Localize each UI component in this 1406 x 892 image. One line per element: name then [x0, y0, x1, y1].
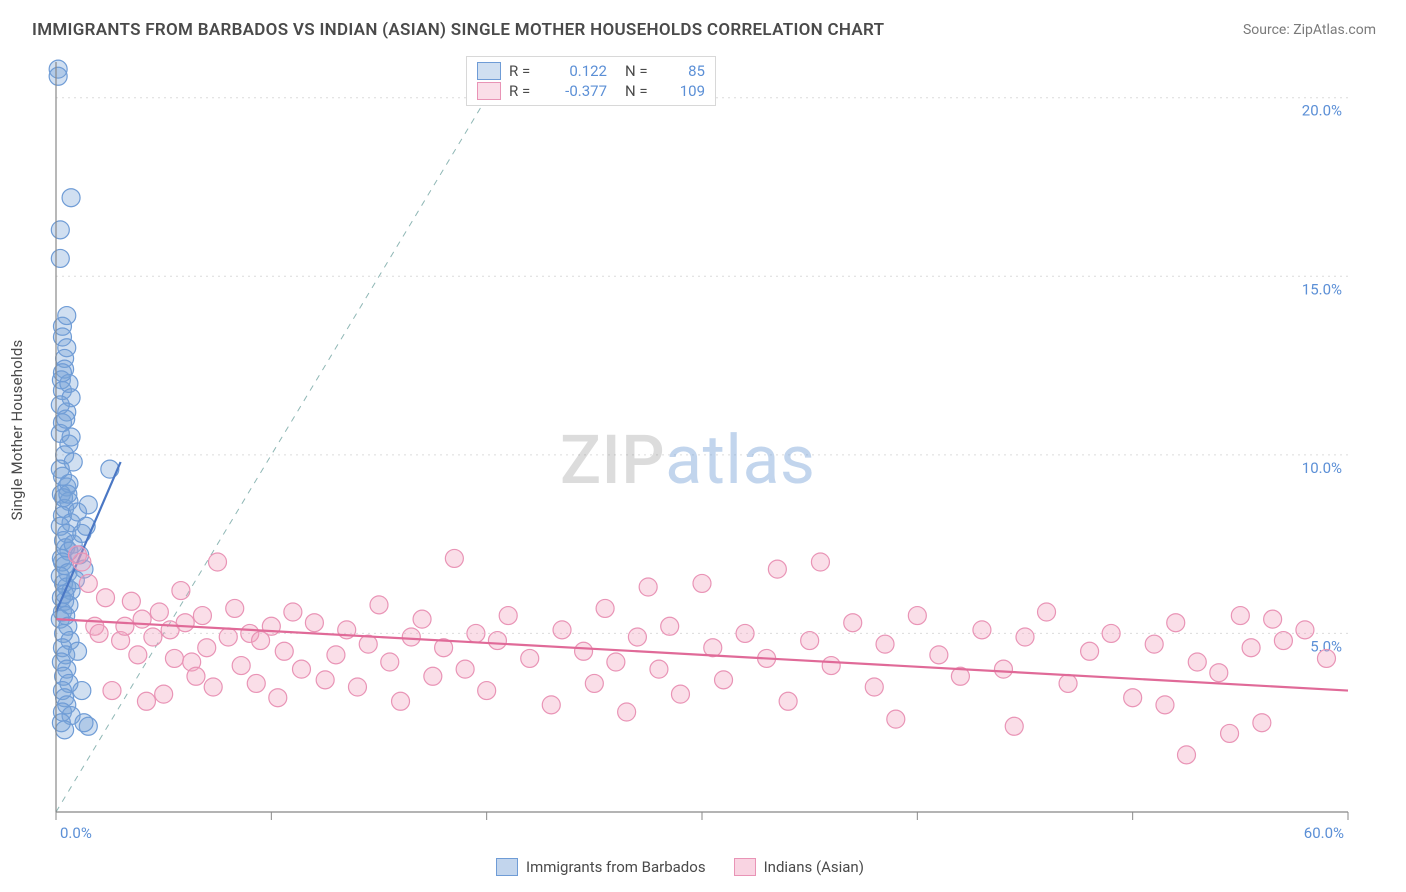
legend-r-label: R =	[509, 62, 541, 80]
x-tick-label: 60.0%	[1304, 824, 1344, 842]
y-axis-label: Single Mother Households	[8, 340, 26, 521]
legend-swatch	[496, 858, 518, 876]
legend-r-label: R =	[509, 82, 541, 100]
legend-n-label: N =	[625, 62, 657, 80]
correlation-scatter-chart: 5.0%10.0%15.0%20.0%0.0%60.0%	[32, 52, 1372, 842]
y-tick-label: 20.0%	[1302, 102, 1342, 120]
legend-swatch	[477, 62, 501, 80]
legend-r-value: 0.122	[549, 62, 607, 80]
legend-r-value: -0.377	[549, 82, 607, 100]
source-attribution: Source: ZipAtlas.com	[1243, 22, 1376, 38]
y-tick-label: 15.0%	[1302, 280, 1342, 298]
legend-row: R = -0.377 N = 109	[477, 81, 705, 101]
source-name: ZipAtlas.com	[1293, 22, 1376, 38]
legend-n-value: 109	[665, 82, 705, 100]
legend-swatch	[734, 858, 756, 876]
source-prefix: Source:	[1243, 22, 1293, 38]
chart-title: IMMIGRANTS FROM BARBADOS VS INDIAN (ASIA…	[32, 20, 884, 40]
legend-row: R = 0.122 N = 85	[477, 61, 705, 81]
legend-item: Indians (Asian)	[734, 858, 864, 876]
legend-swatch	[477, 82, 501, 100]
y-tick-label: 10.0%	[1302, 459, 1342, 477]
legend-n-value: 85	[665, 62, 705, 80]
legend-n-label: N =	[625, 82, 657, 100]
legend-label: Indians (Asian)	[764, 858, 864, 876]
legend-label: Immigrants from Barbados	[526, 858, 706, 876]
correlation-legend: R = 0.122 N = 85 R = -0.377 N = 109	[466, 56, 716, 106]
legend-item: Immigrants from Barbados	[496, 858, 706, 876]
x-tick-label: 0.0%	[60, 824, 92, 842]
series-legend: Immigrants from Barbados Indians (Asian)	[496, 858, 864, 876]
